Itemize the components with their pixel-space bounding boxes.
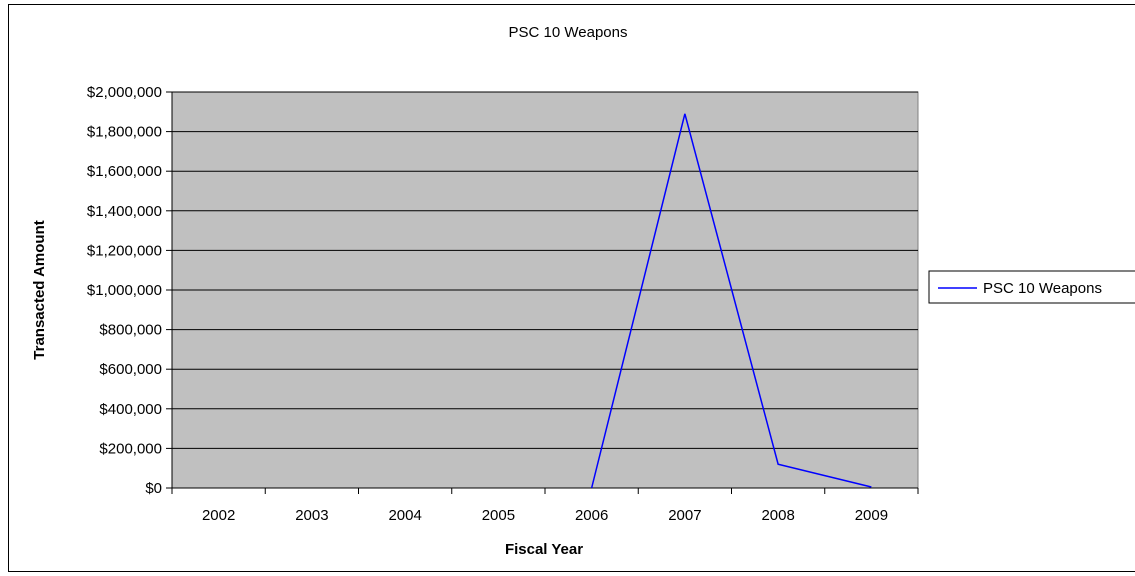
y-tick-label: $0	[145, 480, 162, 497]
x-tick-label: 2005	[482, 507, 515, 524]
legend-label: PSC 10 Weapons	[983, 280, 1102, 297]
x-tick-label: 2009	[855, 507, 888, 524]
series-layer	[590, 113, 872, 489]
chart-title: PSC 10 Weapons	[509, 24, 628, 41]
x-tick-label: 2002	[202, 507, 235, 524]
y-tick-label: $400,000	[99, 401, 162, 418]
x-tick-label: 2003	[295, 507, 328, 524]
y-tick-label: $600,000	[99, 361, 162, 378]
x-tick-label: 2004	[388, 507, 421, 524]
y-tick-label: $200,000	[99, 440, 162, 457]
y-tick-label: $1,200,000	[87, 242, 162, 259]
gridlines	[172, 91, 918, 449]
x-axis-ticks: 2002 2003 2004 2005 2006 2007 2008 2009	[171, 488, 919, 524]
x-tick-label: 2007	[668, 507, 701, 524]
x-tick-label: 2008	[761, 507, 794, 524]
y-tick-label: $2,000,000	[87, 84, 162, 101]
y-tick-label: $1,600,000	[87, 163, 162, 180]
x-axis-title: Fiscal Year	[505, 541, 583, 558]
series-line	[590, 113, 872, 489]
y-axis-ticks: $0 $200,000 $400,000 $600,000 $800,000 $1,000…	[87, 84, 172, 497]
y-axis-title: Transacted Amount	[31, 220, 48, 359]
y-tick-label: $1,800,000	[87, 124, 162, 141]
legend: PSC 10 Weapons	[928, 270, 1135, 304]
y-tick-label: $1,000,000	[87, 282, 162, 299]
legend-box	[928, 270, 1135, 304]
y-tick-label: $800,000	[99, 322, 162, 339]
y-tick-label: $1,400,000	[87, 203, 162, 220]
x-tick-label: 2006	[575, 507, 608, 524]
